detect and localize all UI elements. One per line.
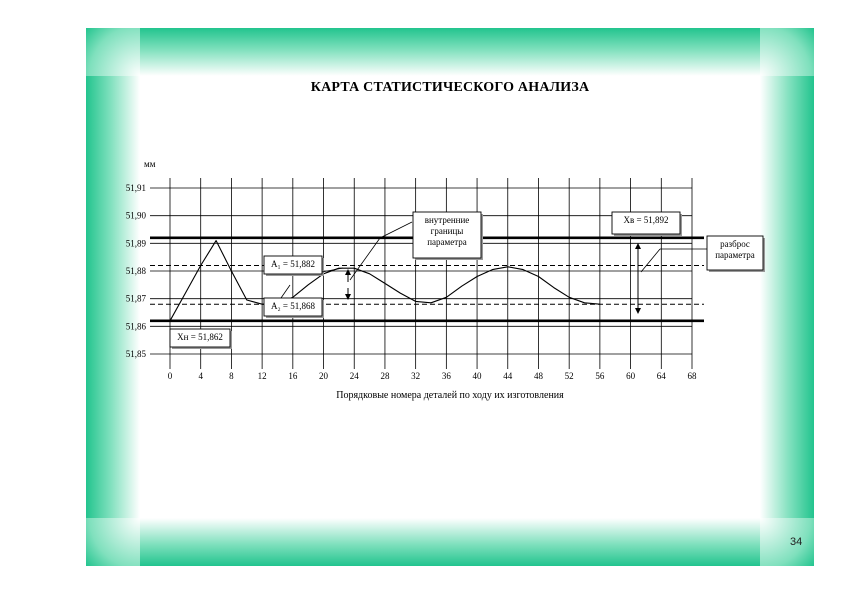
x-tick-label: 32 [411, 371, 420, 381]
x-tick-label: 40 [473, 371, 483, 381]
y-tick-label: 51,88 [126, 266, 147, 276]
inner-bounds-label-text: параметра [427, 237, 467, 247]
inner-bounds-leader [379, 221, 413, 239]
inner-bounds-leader-2 [349, 237, 381, 281]
x-tick-label: 60 [626, 371, 636, 381]
x-tick-label: 64 [657, 371, 667, 381]
frame-corner-bottom-left [86, 518, 140, 566]
spread-leader-2 [640, 248, 661, 273]
a1-label-text: A₁ = 51,882 [271, 259, 315, 269]
lower-limit-label-box [169, 328, 231, 348]
slide-title: КАРТА СТАТИСТИЧЕСКОГО АНАЛИЗА [310, 80, 590, 95]
y-axis-unit-label: мм [144, 159, 156, 169]
lower-limit-label: Xн = 51,862 [169, 328, 232, 349]
upper-limit-label-box [611, 211, 681, 235]
a2-label-text: A₂ = 51,868 [271, 301, 315, 311]
x-tick-label: 24 [350, 371, 360, 381]
a1-leader [321, 267, 344, 273]
frame-corner-top-left [86, 28, 140, 76]
y-tick-label: 51,90 [126, 211, 147, 221]
data-series [169, 240, 600, 322]
upper-limit-label-text: Xв = 51,892 [623, 215, 668, 225]
y-tick-label: 51,91 [126, 183, 146, 193]
page-number: 34 [790, 536, 803, 548]
frame-right-bar [760, 76, 814, 518]
spread-label-text: параметра [715, 250, 755, 260]
y-tick-label: 51,86 [126, 321, 147, 331]
y-tick-label: 51,89 [126, 238, 147, 248]
y-tick-label: 51,87 [126, 294, 147, 304]
inner-bounds-label-text: границы [431, 226, 464, 236]
a1-label: A₁ = 51,882 [263, 255, 324, 276]
x-tick-label: 20 [319, 371, 329, 381]
x-tick-label: 52 [565, 371, 574, 381]
x-tick-label: 12 [258, 371, 267, 381]
a2-leader [280, 284, 291, 299]
annotations: Xв = 51,892 A₁ = 51,882 A₂ = 51,868 Xн = 51… [169, 211, 765, 349]
frame-corner-top-right [760, 28, 814, 76]
upper-limit-label: Xв = 51,892 [611, 211, 682, 236]
a2-label: A₂ = 51,868 [263, 297, 324, 318]
frame-bottom-bar [140, 518, 760, 566]
frame-left-bar [86, 76, 140, 518]
x-tick-label: 4 [198, 371, 203, 381]
x-axis-label: Порядковые номера деталей по ходу их изг… [336, 390, 564, 401]
x-tick-label: 68 [688, 371, 698, 381]
x-tick-label: 36 [442, 371, 452, 381]
a1-label-box [263, 255, 323, 275]
x-tick-label: 48 [534, 371, 544, 381]
x-tick-label: 8 [229, 371, 234, 381]
frame-corner-bottom-right [760, 518, 814, 566]
spread-label-text: разброс [720, 239, 750, 249]
y-tick-label: 51,85 [126, 349, 147, 359]
frame-top-bar [140, 28, 760, 76]
lower-limit-label-text: Xн = 51,862 [177, 332, 223, 342]
inner-bounds-label-text: внутренние [425, 215, 470, 225]
x-tick-label: 28 [380, 371, 390, 381]
spread-label-box [706, 235, 764, 271]
x-tick-label: 0 [168, 371, 173, 381]
inner-bounds-label-box [412, 211, 482, 259]
grid-lines [150, 178, 693, 369]
x-tick-label: 44 [503, 371, 513, 381]
a2-label-box [263, 297, 323, 317]
series-line [169, 240, 600, 322]
x-tick-label: 16 [288, 371, 298, 381]
x-tick-label: 56 [595, 371, 605, 381]
